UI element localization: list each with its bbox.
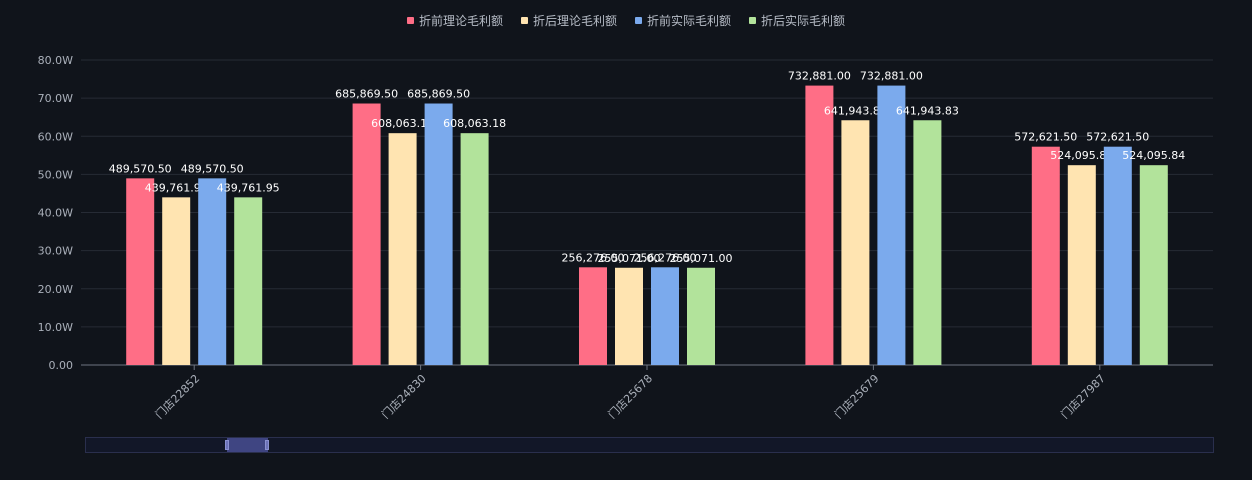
chart-legend: 折前理论毛利额 折后理论毛利额 折前实际毛利额 折后实际毛利额 (0, 12, 1252, 29)
bar[interactable] (1067, 165, 1096, 365)
bar[interactable] (805, 85, 834, 366)
legend-item[interactable]: 折前理论毛利额 (406, 12, 503, 29)
x-tick-label: 门店22852 (152, 371, 202, 421)
bar[interactable] (615, 267, 643, 365)
bar-value-label: 572,621.50 (1014, 131, 1077, 144)
bar-value-label: 255,071.00 (670, 252, 733, 265)
legend-label: 折前实际毛利额 (647, 14, 732, 28)
y-tick-label: 40.0W (38, 207, 73, 220)
bar[interactable] (841, 120, 870, 365)
x-tick-label: 门店25678 (605, 371, 655, 421)
bar-value-label: 524,095.84 (1122, 149, 1185, 162)
bar-value-label: 439,761.95 (145, 181, 208, 194)
bar[interactable] (1031, 146, 1060, 365)
bar-value-label: 732,881.00 (860, 70, 923, 83)
bar-value-label: 489,570.50 (181, 162, 244, 175)
bar-value-label: 685,869.50 (407, 88, 470, 101)
x-tick-label: 门店24830 (379, 371, 429, 421)
data-zoom-slider[interactable] (85, 437, 1214, 453)
legend-swatch (635, 17, 642, 24)
bar[interactable] (352, 103, 381, 365)
bar-value-label: 524,095.84 (1050, 149, 1113, 162)
bar[interactable] (579, 267, 607, 365)
bar-value-label: 489,570.50 (109, 162, 172, 175)
bar-value-label: 439,761.95 (217, 181, 280, 194)
bar-value-label: 641,943.83 (824, 104, 887, 117)
bar[interactable] (198, 178, 227, 365)
bar-value-label: 732,881.00 (788, 70, 851, 83)
legend-label: 折后理论毛利额 (532, 14, 617, 28)
legend-swatch (749, 17, 757, 24)
legend-label: 折后实际毛利额 (761, 14, 846, 28)
bar[interactable] (388, 133, 417, 365)
bar[interactable] (126, 178, 155, 365)
y-tick-label: 10.0W (38, 321, 73, 334)
bar[interactable] (687, 267, 715, 365)
bar-value-label: 608,063.18 (443, 117, 506, 130)
legend-swatch (520, 17, 528, 24)
data-zoom-start-handle[interactable] (225, 440, 229, 450)
bar[interactable] (424, 103, 453, 365)
x-tick-label: 门店25679 (831, 371, 881, 421)
y-tick-label: 30.0W (38, 245, 73, 258)
bar-value-label: 256,276.00 (562, 251, 625, 264)
data-zoom-window[interactable] (227, 438, 268, 452)
bar[interactable] (162, 197, 191, 365)
bar-value-label: 256,276.00 (634, 251, 697, 264)
bar-value-label: 255,071.00 (598, 252, 661, 265)
legend-swatch (406, 17, 414, 24)
y-tick-label: 0.00 (49, 359, 74, 372)
data-zoom-end-handle[interactable] (265, 440, 269, 450)
bar-value-label: 641,943.83 (896, 104, 959, 117)
y-tick-label: 60.0W (38, 130, 73, 143)
bar[interactable] (1139, 165, 1168, 365)
bar[interactable] (234, 197, 263, 365)
x-tick-label: 门店27987 (1058, 371, 1108, 421)
bar-value-label: 608,063.18 (371, 117, 434, 130)
bar[interactable] (877, 85, 906, 366)
legend-label: 折前理论毛利额 (418, 14, 503, 28)
legend-item[interactable]: 折前实际毛利额 (635, 12, 731, 29)
bar[interactable] (913, 120, 942, 365)
y-tick-label: 80.0W (38, 54, 73, 67)
legend-item[interactable]: 折后实际毛利额 (749, 12, 845, 29)
y-tick-label: 50.0W (38, 168, 73, 181)
legend-item[interactable]: 折后理论毛利额 (520, 12, 617, 29)
bar-value-label: 572,621.50 (1086, 131, 1149, 144)
bar[interactable] (651, 267, 679, 365)
y-tick-label: 70.0W (38, 92, 73, 105)
bar[interactable] (1103, 146, 1132, 365)
bar[interactable] (460, 133, 489, 365)
bar-value-label: 685,869.50 (335, 88, 398, 101)
y-tick-label: 20.0W (38, 283, 73, 296)
